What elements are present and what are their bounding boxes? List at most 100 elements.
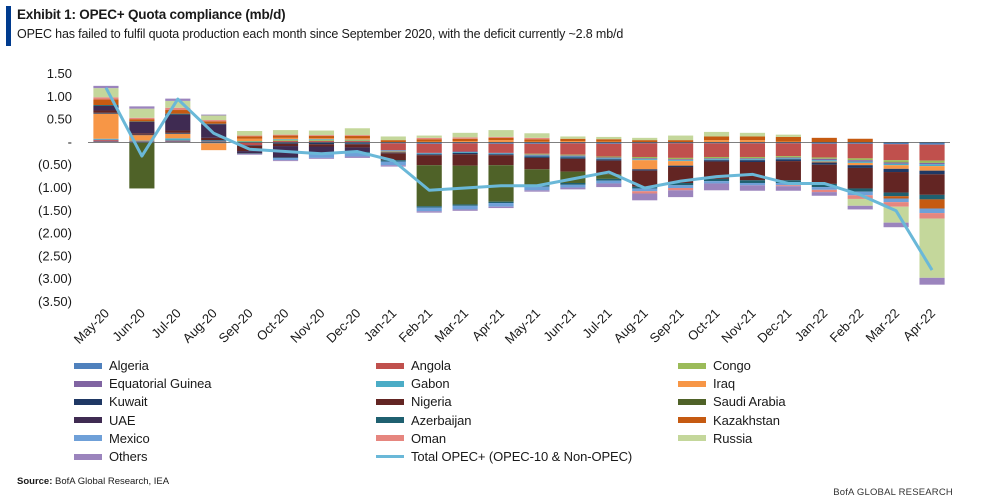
bar-segment [452, 152, 478, 155]
bar-segment [847, 161, 873, 163]
bar-segment [237, 135, 263, 137]
bar-segment [165, 140, 191, 142]
bar-segment [237, 141, 263, 142]
y-tick-label: (3.50) [38, 294, 72, 309]
bar-segment [883, 206, 909, 223]
y-tick-label: (0.50) [38, 157, 72, 172]
bar-segment [703, 159, 730, 161]
bar-segment [416, 152, 442, 154]
bar-segment [308, 144, 335, 147]
bar-segment [165, 141, 191, 143]
bar-segment [488, 206, 514, 209]
x-tick-label: Dec-21 [754, 306, 794, 346]
x-tick-label: Feb-21 [396, 306, 436, 346]
x-tick-label: Jan-21 [361, 306, 400, 345]
chart-title: Exhibit 1: OPEC+ Quota compliance (mb/d) [17, 7, 286, 22]
bar-segment [93, 140, 119, 142]
y-tick-label: (3.00) [38, 271, 72, 286]
bar-segment [632, 140, 658, 143]
bar-segment [632, 170, 658, 187]
bar-segment [919, 144, 945, 161]
bar-segment [739, 143, 766, 157]
bar-segment [883, 162, 909, 164]
bar-segment [560, 171, 586, 183]
bar-segment [452, 205, 478, 210]
bar-segment [668, 135, 694, 141]
bar-segment [452, 165, 478, 205]
bar-segment [344, 136, 370, 139]
bar-segment [416, 206, 442, 208]
bar-segment [811, 187, 837, 190]
bar-segment [847, 188, 873, 192]
bar-segment [201, 140, 227, 142]
bar-segment [524, 154, 550, 156]
x-tick-label: Jul-20 [148, 306, 184, 342]
bar-segment [668, 140, 694, 143]
bar-segment [883, 192, 909, 197]
bar-segment [93, 88, 119, 98]
bar-segment [344, 142, 370, 144]
bar-segment [703, 131, 730, 137]
bar-segment [344, 147, 370, 152]
bar-segment [811, 143, 837, 158]
bar-segment [165, 114, 191, 131]
bar-segment [165, 138, 191, 141]
bar-segment [560, 136, 586, 139]
x-tick-label: May-21 [502, 306, 543, 347]
y-tick-label: 1.00 [47, 89, 72, 104]
bar-segment [452, 138, 478, 142]
bar-segment [524, 133, 550, 138]
bar-segment [344, 135, 370, 137]
bar-segment [883, 165, 909, 169]
bar-segment [344, 144, 370, 148]
x-tick-label: Apr-22 [900, 306, 938, 344]
bar-segment [560, 141, 586, 143]
x-tick-label: Aug-21 [611, 306, 651, 346]
bar-segment [775, 161, 801, 181]
bar-segment [883, 196, 909, 199]
bar-segment [883, 198, 909, 203]
bar-segment [847, 142, 873, 144]
bar-segment [560, 182, 586, 185]
bar-segment [272, 157, 299, 158]
x-tick-label: Aug-20 [180, 306, 220, 346]
bar-segment [883, 222, 909, 228]
y-tick-label: (2.50) [38, 248, 72, 263]
bar-segment [919, 194, 945, 200]
bar-segment [201, 143, 227, 151]
bar-segment [739, 132, 766, 137]
bar-segment [739, 160, 766, 163]
bar-segment [919, 199, 945, 209]
bar-segment [380, 165, 406, 167]
bar-segment [560, 138, 586, 142]
bar-segment [488, 136, 514, 138]
bar-segment [703, 161, 730, 179]
bar-segment [308, 142, 335, 145]
bar-segment [632, 193, 658, 201]
x-tick-label: Feb-22 [827, 306, 867, 346]
bar-segment [703, 158, 730, 160]
bar-segment [739, 180, 766, 183]
bar-segment [452, 142, 478, 144]
bar-segment [596, 174, 622, 179]
bar-segment [560, 142, 586, 144]
bar-segment [775, 143, 801, 157]
x-tick-label: Mar-21 [432, 306, 472, 346]
bar-segment [165, 107, 191, 111]
bar-segment [129, 106, 155, 109]
bar-segment [632, 142, 658, 144]
bar-segment [201, 140, 227, 141]
bar-segment [668, 161, 694, 166]
bar-segment [308, 154, 335, 158]
bar-segment [739, 158, 766, 160]
bar-segment [775, 141, 801, 143]
y-tick-label: 0.50 [47, 112, 72, 127]
bar-segment [308, 136, 335, 139]
bar-segment [668, 188, 694, 191]
bar-segment [919, 142, 945, 145]
x-tick-label: Nov-21 [718, 306, 758, 346]
bar-segment [129, 121, 155, 122]
bar-segment [165, 133, 191, 139]
bar-segment [811, 137, 837, 143]
bar-segment [488, 130, 514, 137]
